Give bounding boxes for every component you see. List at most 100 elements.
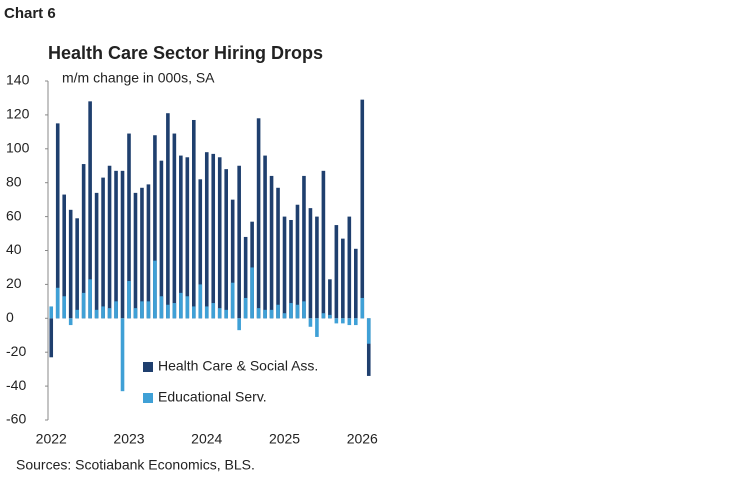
bar	[211, 153, 216, 319]
y-tick-label: 0	[6, 309, 14, 325]
bar	[159, 296, 164, 319]
y-tick-label: 80	[6, 173, 22, 189]
bar	[354, 248, 358, 319]
bar	[133, 192, 138, 319]
bar	[198, 284, 203, 319]
bar	[114, 301, 118, 319]
bar	[204, 306, 209, 319]
bar	[159, 160, 164, 319]
y-tick-label: -40	[6, 377, 26, 393]
y-tick-label: -20	[6, 343, 26, 359]
bar	[282, 216, 287, 319]
bar	[334, 225, 339, 319]
bar	[321, 170, 326, 319]
bar	[276, 187, 280, 319]
bar	[49, 306, 54, 319]
bar	[295, 204, 300, 319]
bar	[211, 303, 216, 319]
bar	[75, 309, 79, 319]
bar	[347, 216, 352, 319]
bar	[256, 118, 261, 319]
bar	[334, 318, 339, 324]
legend-swatch	[143, 362, 153, 372]
bar	[179, 155, 183, 319]
legend-swatch	[143, 393, 153, 403]
bar	[237, 165, 241, 319]
bar	[243, 236, 248, 319]
bar	[114, 170, 118, 319]
bar	[68, 318, 73, 326]
bar	[366, 318, 371, 376]
bar	[153, 260, 157, 319]
bar	[341, 318, 345, 324]
bar	[62, 194, 66, 319]
bar	[263, 155, 267, 319]
chart-title: Health Care Sector Hiring Drops	[48, 43, 323, 63]
bar	[55, 287, 60, 319]
bar	[360, 99, 365, 319]
bar	[172, 133, 177, 319]
bar	[133, 308, 138, 319]
bar	[94, 192, 99, 319]
bar	[217, 308, 222, 319]
bar	[237, 318, 241, 331]
bar	[81, 292, 86, 319]
bar	[153, 135, 157, 319]
bar	[146, 184, 151, 319]
bar	[243, 297, 248, 319]
x-tick-label: 2026	[347, 431, 378, 447]
bar	[217, 157, 222, 319]
bar	[101, 306, 105, 319]
bar	[192, 306, 196, 319]
bar	[315, 318, 319, 337]
bar	[256, 308, 261, 319]
bar	[224, 309, 228, 319]
bar	[250, 267, 254, 319]
bar	[88, 101, 92, 319]
bar	[295, 304, 300, 319]
bar	[55, 123, 60, 319]
bar	[269, 309, 274, 319]
bar	[166, 113, 170, 319]
bar	[120, 318, 125, 392]
bar	[127, 281, 131, 319]
chart-label: Chart 6	[4, 5, 56, 22]
y-tick-label: 20	[6, 275, 22, 291]
chart-subtitle: m/m change in 000s, SA	[62, 70, 215, 86]
bar	[230, 199, 235, 319]
x-tick-label: 2024	[191, 431, 222, 447]
bar	[360, 297, 365, 319]
bar	[75, 218, 79, 319]
bar	[81, 164, 86, 319]
bar	[146, 301, 151, 319]
bar	[302, 175, 306, 319]
bar	[68, 209, 73, 319]
bar	[276, 304, 280, 319]
bar	[101, 177, 105, 319]
bar	[204, 152, 209, 319]
bar	[94, 309, 99, 319]
bar	[185, 296, 190, 319]
bar	[230, 282, 235, 319]
bar	[140, 187, 144, 319]
y-tick-label: -60	[6, 411, 26, 427]
y-tick-label: 120	[6, 106, 30, 122]
bar	[172, 303, 177, 319]
bar	[88, 279, 92, 319]
bar	[282, 313, 287, 319]
bar	[289, 219, 293, 319]
bar	[302, 301, 306, 319]
bar	[192, 119, 196, 319]
bar	[366, 318, 371, 344]
y-tick-label: 100	[6, 140, 30, 156]
bar	[341, 238, 345, 319]
bar	[179, 292, 183, 319]
bar	[269, 175, 274, 319]
bar	[107, 165, 112, 319]
bar	[328, 279, 332, 319]
y-tick-label: 140	[6, 72, 30, 88]
bar	[315, 216, 319, 319]
bar	[224, 169, 228, 319]
y-tick-label: 60	[6, 207, 22, 223]
